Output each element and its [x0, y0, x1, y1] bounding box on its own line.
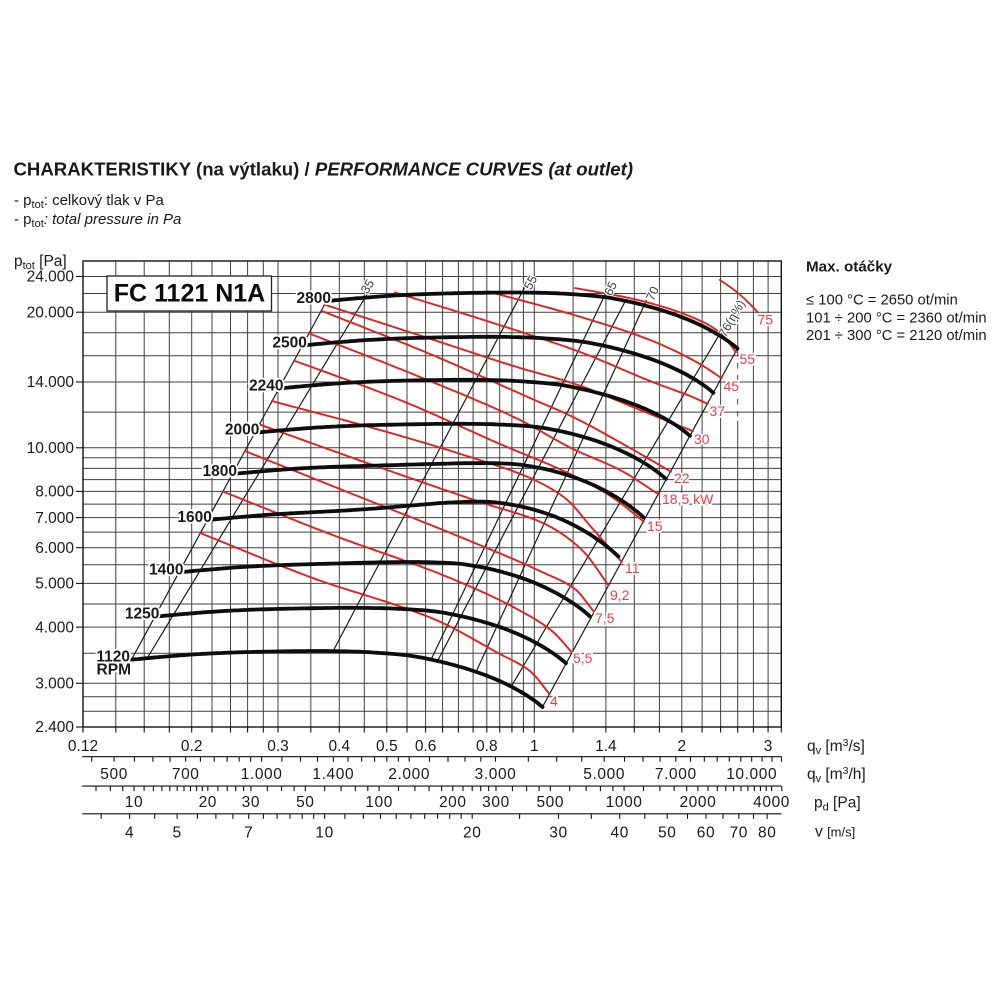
svg-text:5.000: 5.000 — [583, 766, 625, 783]
svg-text:5: 5 — [172, 824, 181, 841]
svg-text:20.000: 20.000 — [27, 304, 75, 321]
svg-text:300: 300 — [482, 794, 510, 811]
svg-text:2500: 2500 — [272, 334, 306, 351]
svg-text:3: 3 — [764, 738, 773, 755]
svg-text:0.2: 0.2 — [181, 738, 203, 755]
svg-text:500: 500 — [100, 766, 128, 783]
svg-text:22: 22 — [674, 470, 690, 486]
svg-text:0.8: 0.8 — [476, 738, 498, 755]
svg-text:1800: 1800 — [203, 463, 237, 480]
svg-text:ptot [Pa]: ptot [Pa] — [14, 253, 67, 272]
svg-text:20: 20 — [463, 824, 481, 841]
svg-text:7,5: 7,5 — [595, 610, 615, 626]
svg-text:0.4: 0.4 — [329, 738, 351, 755]
svg-text:0.5: 0.5 — [376, 738, 398, 755]
svg-text:Max. otáčky: Max. otáčky — [806, 259, 893, 276]
svg-text:- ptot: celkový tlak v Pa: - ptot: celkový tlak v Pa — [14, 192, 164, 211]
svg-text:2000: 2000 — [225, 422, 259, 439]
svg-text:10: 10 — [125, 794, 143, 811]
svg-text:40: 40 — [610, 824, 628, 841]
svg-text:2240: 2240 — [249, 377, 283, 394]
svg-text:7.000: 7.000 — [655, 766, 697, 783]
svg-text:15: 15 — [647, 518, 663, 534]
svg-text:1120: 1120 — [96, 649, 130, 666]
svg-text:6.000: 6.000 — [35, 540, 74, 557]
svg-text:700: 700 — [172, 766, 200, 783]
svg-text:10.000: 10.000 — [27, 440, 75, 457]
svg-text:11: 11 — [625, 560, 640, 576]
svg-text:qv [m3/s]: qv [m3/s] — [807, 737, 865, 757]
svg-text:5,5: 5,5 — [573, 650, 593, 666]
svg-text:100: 100 — [365, 794, 393, 811]
svg-text:8.000: 8.000 — [35, 484, 74, 501]
svg-text:1000: 1000 — [606, 794, 643, 811]
svg-text:0.3: 0.3 — [267, 738, 289, 755]
svg-text:18,5 kW: 18,5 kW — [662, 491, 714, 507]
svg-text:24.000: 24.000 — [27, 269, 75, 286]
svg-text:5.000: 5.000 — [35, 576, 74, 593]
svg-text:3.000: 3.000 — [475, 766, 517, 783]
svg-text:75: 75 — [758, 312, 774, 328]
svg-text:pd [Pa]: pd [Pa] — [814, 795, 861, 814]
svg-text:14.000: 14.000 — [27, 374, 75, 391]
svg-text:RPM: RPM — [97, 662, 131, 679]
svg-text:2.400: 2.400 — [35, 719, 74, 736]
svg-text:v [m/s]: v [m/s] — [815, 824, 855, 841]
svg-text:45: 45 — [724, 378, 740, 394]
svg-text:30: 30 — [694, 431, 710, 447]
svg-text:2: 2 — [677, 738, 686, 755]
svg-text:CHARAKTERISTIKY (na výtlaku) /: CHARAKTERISTIKY (na výtlaku) / PERFORMAN… — [14, 159, 634, 180]
svg-text:60: 60 — [697, 824, 715, 841]
svg-text:10: 10 — [315, 824, 333, 841]
svg-text:101 ÷ 200 °C = 2360 ot/min: 101 ÷ 200 °C = 2360 ot/min — [806, 311, 987, 327]
svg-text:FC 1121 N1A: FC 1121 N1A — [114, 280, 265, 308]
svg-text:1400: 1400 — [149, 561, 183, 578]
svg-text:1: 1 — [530, 738, 539, 755]
svg-text:4000: 4000 — [753, 794, 790, 811]
svg-text:7: 7 — [244, 824, 253, 841]
svg-text:2000: 2000 — [679, 794, 716, 811]
svg-text:1.4: 1.4 — [595, 738, 617, 755]
svg-text:4: 4 — [125, 824, 134, 841]
svg-text:3.000: 3.000 — [35, 676, 74, 693]
svg-text:1.000: 1.000 — [241, 766, 283, 783]
svg-text:200: 200 — [439, 794, 467, 811]
svg-text:4: 4 — [550, 693, 558, 709]
svg-text:2.000: 2.000 — [388, 766, 430, 783]
svg-text:37: 37 — [710, 403, 726, 419]
svg-text:201 ÷ 300 °C = 2120 ot/min: 201 ÷ 300 °C = 2120 ot/min — [806, 328, 987, 344]
svg-text:1600: 1600 — [177, 509, 211, 526]
svg-text:2800: 2800 — [297, 290, 331, 307]
svg-text:10.000: 10.000 — [726, 766, 777, 783]
svg-text:≤ 100 °C = 2650 ot/min: ≤ 100 °C = 2650 ot/min — [806, 293, 958, 309]
svg-text:30: 30 — [242, 794, 260, 811]
svg-text:7.000: 7.000 — [35, 510, 74, 527]
svg-text:55: 55 — [740, 351, 756, 367]
svg-text:0.12: 0.12 — [68, 738, 98, 755]
svg-text:500: 500 — [536, 794, 564, 811]
svg-text:- ptot: total pressure in Pa: - ptot: total pressure in Pa — [14, 211, 181, 230]
svg-text:9,2: 9,2 — [610, 587, 630, 603]
svg-text:50: 50 — [296, 794, 314, 811]
svg-text:50: 50 — [658, 824, 676, 841]
svg-text:20: 20 — [199, 794, 217, 811]
svg-text:qv [m3/h]: qv [m3/h] — [807, 765, 866, 785]
svg-text:4.000: 4.000 — [35, 619, 74, 636]
svg-text:1.400: 1.400 — [312, 766, 354, 783]
svg-text:0.6: 0.6 — [415, 738, 437, 755]
svg-text:80: 80 — [758, 824, 776, 841]
svg-text:1250: 1250 — [125, 606, 159, 623]
svg-text:30: 30 — [549, 824, 567, 841]
svg-text:70: 70 — [730, 824, 748, 841]
